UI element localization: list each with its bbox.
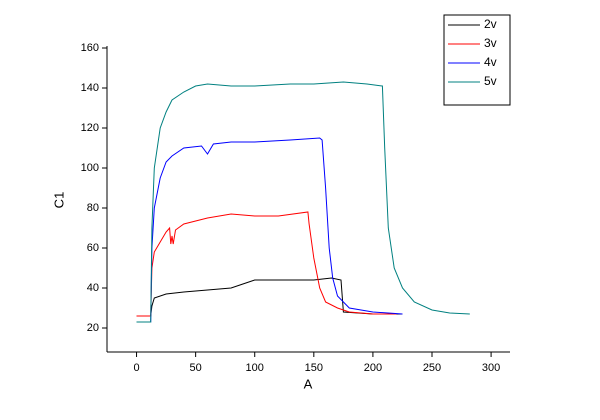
x-tick-label: 50 xyxy=(190,362,202,374)
y-tick-label: 40 xyxy=(87,282,99,294)
x-tick-label: 250 xyxy=(423,362,441,374)
y-tick-label: 20 xyxy=(87,322,99,334)
x-tick-label: 300 xyxy=(482,362,500,374)
y-tick-label: 120 xyxy=(81,122,99,134)
y-tick-label: 60 xyxy=(87,242,99,254)
y-tick-label: 100 xyxy=(81,162,99,174)
y-tick-label: 80 xyxy=(87,202,99,214)
y-tick-label: 160 xyxy=(81,42,99,54)
legend-label: 4v xyxy=(484,55,497,69)
legend-label: 3v xyxy=(484,36,497,50)
legend-label: 2v xyxy=(484,17,497,31)
x-tick-label: 150 xyxy=(305,362,323,374)
legend-box xyxy=(443,14,511,106)
x-tick-label: 100 xyxy=(246,362,264,374)
x-tick-label: 0 xyxy=(133,362,139,374)
x-axis-title: A xyxy=(304,376,313,391)
legend-label: 5v xyxy=(484,74,497,88)
y-tick-label: 140 xyxy=(81,82,99,94)
x-tick-label: 200 xyxy=(364,362,382,374)
series-line xyxy=(136,81,470,323)
series-line xyxy=(136,137,403,323)
y-axis-title: C1 xyxy=(51,192,66,209)
series-line xyxy=(136,211,397,317)
series-line xyxy=(136,277,403,317)
